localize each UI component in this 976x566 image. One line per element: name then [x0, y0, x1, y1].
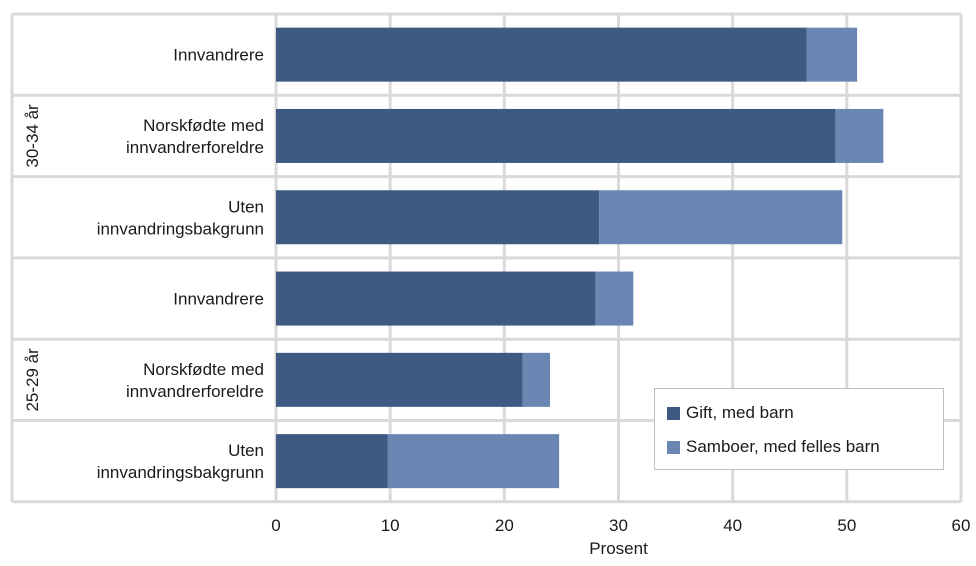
legend-swatch-gift	[667, 406, 680, 420]
bar-samboer-3	[595, 271, 634, 326]
bar-samboer-0	[806, 27, 858, 82]
bar-gift-2	[276, 190, 600, 245]
x-axis-label: Prosent	[589, 539, 648, 558]
group-label-1: 25-29 år	[23, 348, 42, 412]
category-label-2: Uten innvandringsbakgrunn	[97, 197, 264, 238]
category-label-1: Norskfødte med innvandrerforeldre	[126, 116, 264, 157]
legend: Gift, med barn Samboer, med felles barn	[654, 388, 944, 470]
x-tick-label-5: 50	[837, 516, 856, 535]
bar-samboer-1	[835, 108, 884, 163]
x-tick-label-0: 0	[271, 516, 280, 535]
group-label-0: 30-34 år	[23, 104, 42, 168]
legend-label-gift: Gift, med barn	[686, 403, 794, 422]
bar-gift-4	[276, 352, 523, 407]
x-tick-label-3: 30	[609, 516, 628, 535]
bar-samboer-4	[522, 352, 550, 407]
legend-swatch-samboer	[667, 440, 680, 454]
x-tick-label-1: 10	[381, 516, 400, 535]
bar-samboer-5	[387, 434, 560, 489]
x-tick-label-6: 60	[952, 516, 971, 535]
x-tick-label-4: 40	[723, 516, 742, 535]
category-label-0: Innvandrere	[173, 46, 264, 65]
bar-gift-1	[276, 108, 836, 163]
bar-gift-0	[276, 27, 807, 82]
legend-label-samboer: Samboer, med felles barn	[686, 437, 880, 456]
bar-gift-5	[276, 434, 388, 489]
legend-item-gift: Gift, med barn	[667, 403, 794, 423]
x-tick-label-2: 20	[495, 516, 514, 535]
category-label-4: Norskfødte med innvandrerforeldre	[126, 360, 264, 401]
category-label-3: Innvandrere	[173, 290, 264, 309]
bar-gift-3	[276, 271, 596, 326]
category-label-5: Uten innvandringsbakgrunn	[97, 441, 264, 482]
legend-item-samboer: Samboer, med felles barn	[667, 437, 880, 457]
bar-samboer-2	[599, 190, 843, 245]
